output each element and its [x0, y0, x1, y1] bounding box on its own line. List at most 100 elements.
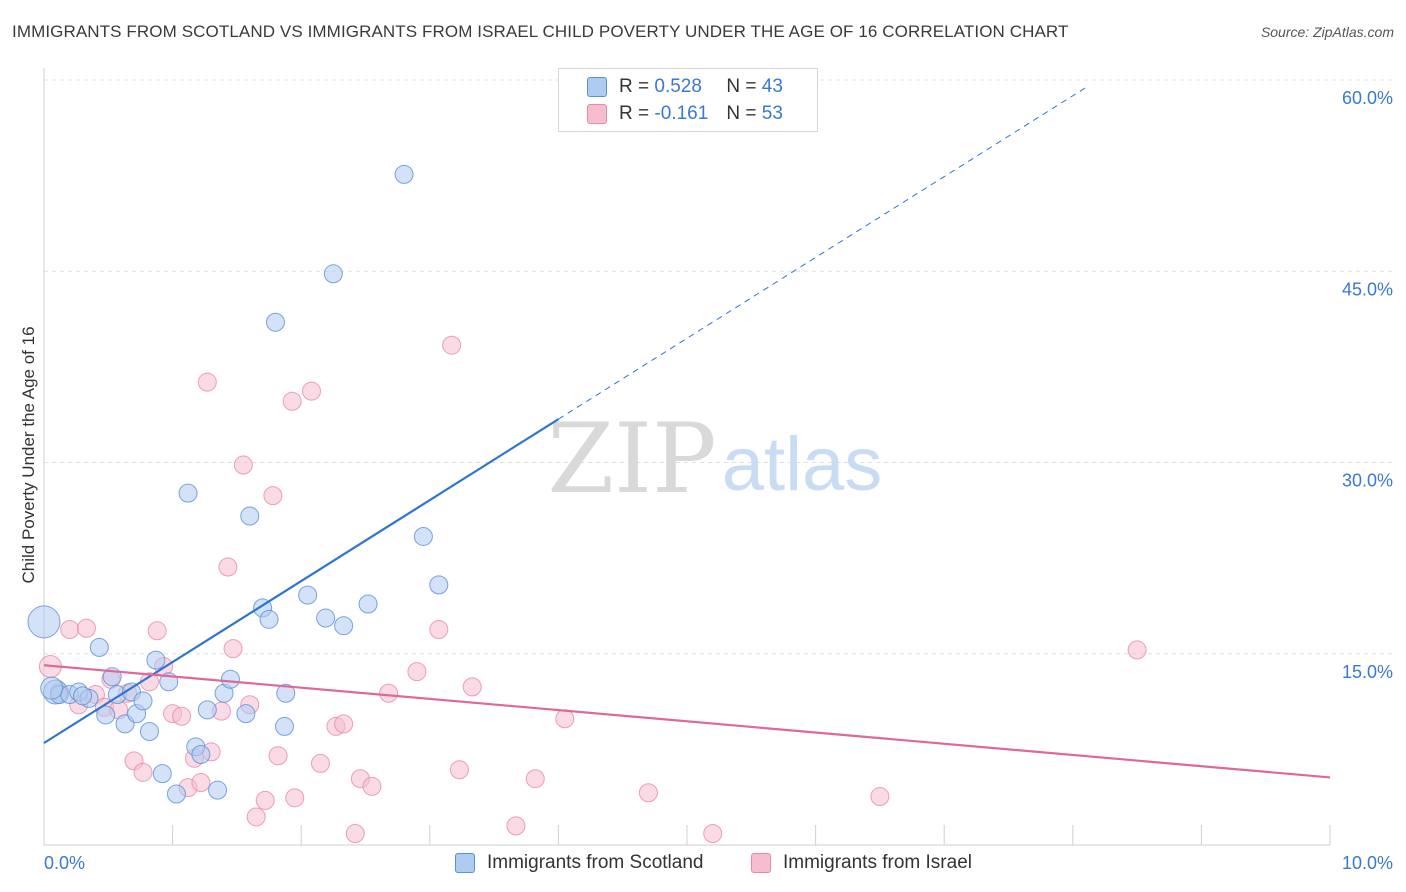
israel-point — [223, 639, 243, 659]
israel-point — [334, 714, 354, 734]
axes — [43, 68, 1331, 846]
israel-point — [310, 753, 330, 773]
israel-point — [449, 760, 469, 780]
israel-point — [76, 618, 96, 638]
scotland-point — [316, 608, 336, 628]
israel-point — [462, 677, 482, 697]
israel-point — [172, 706, 192, 726]
israel-point — [345, 824, 365, 844]
israel-swatch — [751, 853, 771, 873]
israel-point — [638, 783, 658, 803]
scotland-trend-line — [43, 418, 559, 744]
israel-point — [197, 372, 217, 392]
israel-point — [429, 620, 449, 640]
tick-labels: 15.0% 30.0% 45.0% 60.0% 0.0% 10.0% — [44, 88, 1393, 873]
scotland-point — [166, 784, 186, 804]
y-tick-label: 30.0% — [1342, 471, 1393, 491]
scotland-point — [197, 700, 217, 720]
legend-item-scotland: Immigrants from Scotland — [455, 852, 703, 874]
y-tick-label: 15.0% — [1342, 662, 1393, 682]
scotland-point — [146, 650, 166, 670]
israel-point — [133, 762, 153, 782]
scotland-point — [139, 722, 159, 742]
r-value: -0.161 — [654, 103, 709, 124]
legend-item-israel: Immigrants from Israel — [751, 852, 972, 874]
scotland-point — [298, 585, 318, 605]
y-tick-label: 60.0% — [1342, 88, 1393, 108]
n-value: 53 — [761, 103, 783, 124]
israel-point — [268, 746, 288, 766]
scotland-point — [191, 744, 211, 764]
israel-point — [442, 335, 462, 355]
y-tick-label: 45.0% — [1342, 279, 1393, 299]
scotland-point — [178, 483, 198, 503]
israel-point — [1127, 640, 1147, 660]
y-axis-label: Child Poverty Under the Age of 16 — [19, 326, 38, 583]
scotland-point — [240, 506, 260, 526]
israel-point — [255, 790, 275, 810]
r-value: 0.528 — [654, 76, 702, 97]
x-tick-label: 10.0% — [1342, 853, 1393, 873]
scotland-point — [323, 264, 343, 284]
israel-point — [191, 773, 211, 793]
scotland-point — [265, 312, 285, 332]
israel-point — [246, 807, 266, 827]
scotland-point — [27, 605, 61, 639]
scotland-point — [413, 526, 433, 546]
data-points — [27, 164, 1147, 844]
series-legend: Immigrants from Scotland Immigrants from… — [0, 850, 1406, 880]
israel-point — [525, 769, 545, 789]
chart-title: IMMIGRANTS FROM SCOTLAND VS IMMIGRANTS F… — [12, 22, 1069, 41]
watermark-atlas: atlas — [722, 422, 883, 507]
source-credit: Source: ZipAtlas.com — [1260, 24, 1394, 40]
israel-point — [218, 557, 238, 577]
watermark-zip: ZIP — [547, 403, 716, 515]
scotland-point — [429, 575, 449, 595]
israel-point — [285, 788, 305, 808]
n-label: N = — [726, 76, 757, 97]
scotland-point — [40, 676, 64, 700]
israel-point — [407, 662, 427, 682]
r-label: R = — [619, 103, 650, 124]
legend-label-scotland: Immigrants from Scotland — [487, 852, 704, 873]
scotland-trend-extension — [558, 87, 1086, 420]
scotland-point — [133, 691, 153, 711]
scotland-point — [220, 669, 240, 689]
israel-point — [263, 486, 283, 506]
israel-point — [233, 455, 253, 475]
israel-point — [870, 787, 890, 807]
scotland-point — [358, 594, 378, 614]
scotland-point — [73, 686, 93, 706]
r-label: R = — [619, 76, 650, 97]
legend-row-scotland: R = 0.528 N = 43 — [587, 74, 783, 100]
n-value: 43 — [761, 76, 783, 97]
grid-lines — [44, 79, 1392, 655]
israel-trend-line — [43, 664, 1331, 779]
scotland-point — [259, 609, 279, 629]
israel-point — [555, 709, 575, 729]
scotland-swatch — [587, 77, 607, 97]
correlation-legend: R = 0.528 N = 43 R = -0.161 N = 53 — [558, 68, 818, 132]
israel-point — [60, 620, 80, 640]
scotland-point — [208, 780, 228, 800]
n-label: N = — [726, 103, 757, 124]
scotland-point — [96, 705, 116, 725]
israel-point — [506, 816, 526, 836]
legend-label-israel: Immigrants from Israel — [783, 852, 972, 873]
scotland-point — [334, 616, 354, 636]
israel-point — [703, 824, 723, 844]
watermark: ZIP atlas — [547, 403, 882, 515]
trend-lines — [43, 87, 1331, 779]
scotland-swatch — [455, 853, 475, 873]
israel-swatch — [587, 104, 607, 124]
scotland-point — [152, 764, 172, 784]
israel-point — [282, 391, 302, 411]
x-tick-label: 0.0% — [44, 853, 85, 873]
scotland-point — [276, 683, 296, 703]
scotland-point — [89, 637, 109, 657]
israel-point — [362, 776, 382, 796]
israel-point — [379, 683, 399, 703]
scotland-point — [274, 716, 294, 736]
israel-point — [147, 621, 167, 641]
